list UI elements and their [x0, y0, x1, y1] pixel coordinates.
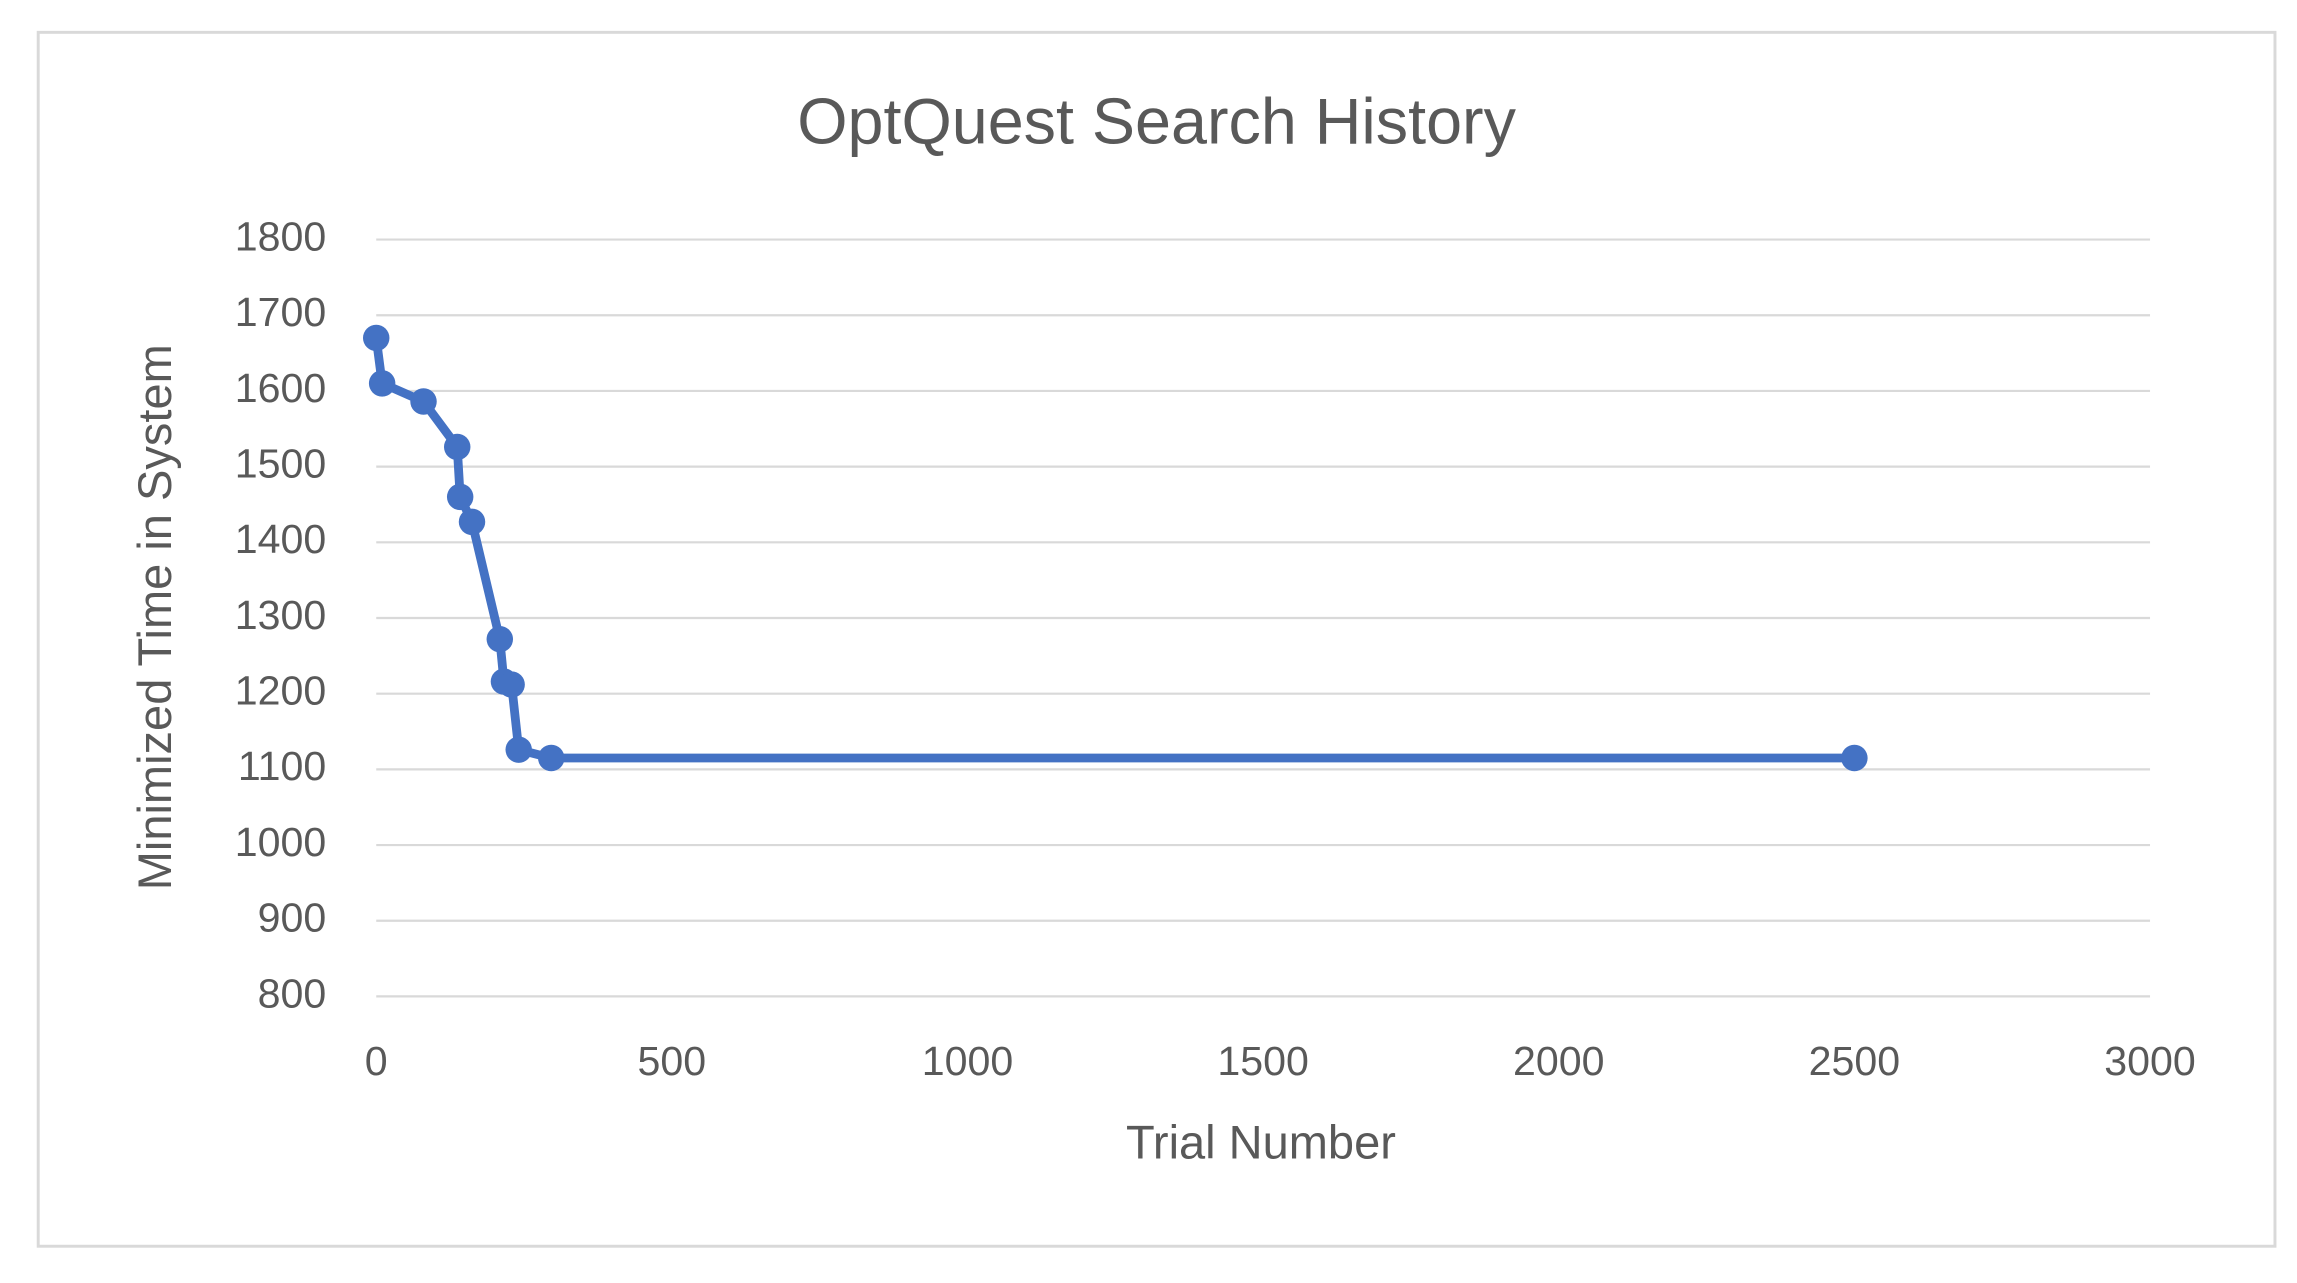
- x-tick-label: 1500: [1217, 1038, 1309, 1084]
- data-point: [458, 508, 486, 536]
- y-tick-label: 1600: [235, 365, 327, 411]
- x-tick-label: 1000: [922, 1038, 1014, 1084]
- x-axis-label: Trial Number: [1126, 1116, 1396, 1169]
- y-tick-label: 1500: [235, 440, 327, 486]
- x-tick-label: 2000: [1513, 1038, 1605, 1084]
- x-tick-label: 2500: [1809, 1038, 1901, 1084]
- y-axis-label: Minimized Time in System: [128, 344, 181, 890]
- data-point: [498, 671, 525, 698]
- y-tick-label: 1000: [235, 819, 327, 865]
- y-tick-label: 1100: [238, 743, 326, 789]
- data-point: [486, 625, 514, 653]
- data-point: [368, 370, 396, 397]
- x-tick-label: 500: [638, 1038, 707, 1084]
- data-point: [362, 324, 390, 352]
- y-tick-label: 1400: [235, 516, 327, 562]
- y-tick-label: 800: [258, 970, 327, 1016]
- y-tick-label: 1300: [235, 592, 327, 638]
- chart-title: OptQuest Search History: [797, 84, 1516, 157]
- y-tick-label: 1800: [235, 213, 327, 259]
- y-tick-label: 1200: [235, 668, 327, 714]
- data-point: [505, 736, 532, 763]
- data-point: [446, 483, 474, 511]
- x-tick-label: 3000: [2104, 1038, 2196, 1084]
- data-point: [443, 433, 471, 461]
- data-point: [1841, 744, 1868, 772]
- y-tick-label: 900: [258, 895, 327, 941]
- x-tick-label: 0: [365, 1038, 388, 1084]
- y-tick-label: 1700: [235, 289, 327, 335]
- chart-border: [36, 30, 2277, 1248]
- data-point: [538, 744, 565, 772]
- data-point: [410, 388, 437, 415]
